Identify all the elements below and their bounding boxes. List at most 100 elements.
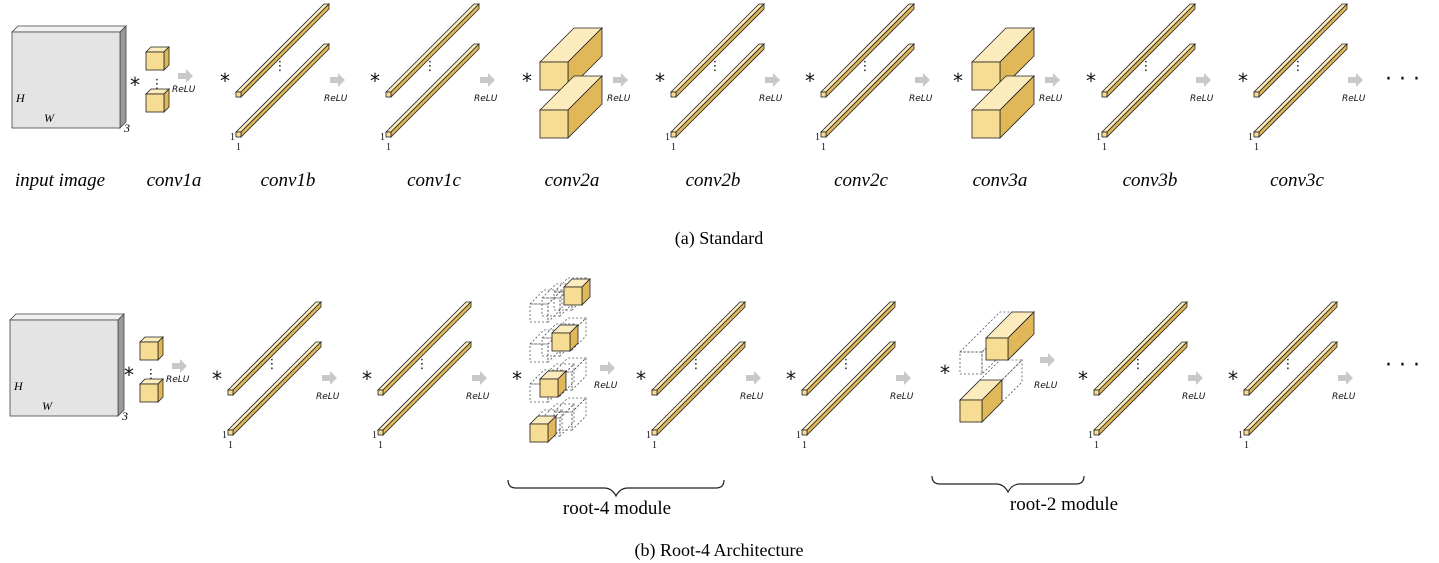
b-conv2b-filter-first-front: [651, 389, 658, 396]
a-conv3b-conv-symbol: *: [1086, 69, 1096, 93]
b-root4-group-3-filter-front: [539, 378, 559, 398]
a-conv3c-filter-dots: ⋮: [1292, 59, 1305, 74]
a-conv3a-filter-last-front: [971, 109, 1001, 139]
a-conv3b-dim-1-bottom: 1: [1102, 142, 1107, 153]
b-conv3c-filter-dots: ⋮: [1282, 357, 1295, 372]
b-conv3b-dim-1-bottom: 1: [1094, 440, 1099, 451]
b-conv1c-filter-first-top: [377, 301, 472, 391]
a-conv2c-filter-last-front: [820, 131, 827, 138]
b-conv3c-relu-label: ReLU: [1332, 392, 1356, 402]
a-conv2b-dim-1-bottom: 1: [671, 142, 676, 153]
b-conv3c-filter-last: [1243, 341, 1338, 436]
b-conv1c-dim-1-bottom: 1: [378, 440, 383, 451]
b-conv2b-dim-1-bottom: 1: [652, 440, 657, 451]
a-conv3b-filter-last: [1101, 43, 1196, 138]
a-conv3b-filter-last-side: [1106, 43, 1196, 138]
b-root4-group-1-dashed-a: [529, 289, 563, 323]
b-conv2b-filter-dots: ⋮: [690, 357, 703, 372]
b-root4-group-4-dashed-c-top: [553, 397, 587, 413]
b-root4-group-3-dashed-b-top: [541, 363, 575, 379]
b-root4-group-1-dashed-a-top: [529, 289, 563, 305]
b-conv2c-relu-arrow: [896, 371, 911, 385]
b-conv1b-relu-label: ReLU: [316, 392, 340, 402]
a-conv1b-dim-1-bottom: 1: [236, 142, 241, 153]
b-conv2c-filter-first-front: [801, 389, 808, 396]
root-2-module-brace: [931, 475, 1085, 494]
a-conv3b-relu-label: ReLU: [1190, 94, 1214, 104]
b-input-image-channel-label: 3: [121, 409, 128, 423]
a-conv1b-filter-last-front: [235, 131, 242, 138]
a-conv2b-filter-dots: ⋮: [709, 59, 722, 74]
b-conv3c-filter-first-front: [1243, 389, 1250, 396]
b-conv1c-filter-last-front: [377, 429, 384, 436]
b-conv1b-filter-first-front: [227, 389, 234, 396]
a-conv1b-conv-symbol: *: [220, 69, 230, 93]
a-conv1c-filter-first-front: [385, 91, 392, 98]
b-conv1a-relu-arrow: [172, 359, 187, 373]
a-conv1b-dim-1-left: 1: [230, 132, 235, 143]
a-conv2c-filter-first-front: [820, 91, 827, 98]
a-conv2b-filter-last: [670, 43, 765, 138]
b-root4-group-4-filter-front: [529, 423, 549, 443]
b-root4-conv-symbol: *: [512, 367, 522, 391]
b-root4-group-2-filter: [551, 324, 579, 352]
b-root4-group-2-dashed-b-top: [541, 323, 575, 339]
layer-label-conv2b: conv2b: [686, 170, 741, 191]
a-conv3a-conv-symbol: *: [953, 69, 963, 93]
b-root2-relu-arrow: [1040, 353, 1055, 367]
a-conv1b-filter-first-front: [235, 91, 242, 98]
b-conv3b-filter-last-side: [1098, 341, 1188, 436]
b-root4-group-1-dashed-a-side: [547, 289, 563, 323]
a-conv2a-filter-first: [539, 27, 603, 91]
a-conv2a-relu-label: ReLU: [607, 94, 631, 104]
a-conv3c-filter-first-top: [1253, 3, 1348, 93]
a-conv1a-filter-first: [145, 46, 170, 71]
b-root4-group-1-dashed-c-top: [553, 277, 587, 293]
b-conv1b-filter-first: [227, 301, 322, 396]
a-conv3b-relu-arrow: [1196, 73, 1211, 87]
b-root4-group-1-dashed-b-front: [541, 297, 561, 317]
b-root2-group-2-filter: [959, 379, 1003, 423]
a-conv1b-filter-last-side: [240, 43, 330, 138]
a-conv2c-filter-dots: ⋮: [859, 59, 872, 74]
b-root2-conv-symbol: *: [940, 361, 950, 385]
a-input-image-height-label: H: [15, 91, 26, 105]
layer-label-conv3b: conv3b: [1123, 170, 1178, 191]
a-conv2c-dim-1-left: 1: [815, 132, 820, 143]
b-conv1a-filter-first: [139, 336, 164, 361]
b-conv3c-filter-first: [1243, 301, 1338, 396]
a-conv1b-filter-last: [235, 43, 330, 138]
standard-architecture-row: HW3*⋮ReLU*⋮11ReLU*⋮11ReLU*⋮ReLU*⋮11ReLU*…: [11, 3, 1420, 153]
b-conv2c-filter-last-front: [801, 429, 808, 436]
b-conv2c-filter-first: [801, 301, 896, 396]
a-conv3a-relu-label: ReLU: [1039, 94, 1063, 104]
a-conv3b-filter-first: [1101, 3, 1196, 98]
b-conv1c-filter-last-side: [382, 341, 472, 436]
b-conv3c-dim-1-left: 1: [1238, 430, 1243, 441]
a-conv1c-filter-first-top: [385, 3, 480, 93]
a-conv2c-conv-symbol: *: [805, 69, 815, 93]
layer-label-input-image: input image: [15, 170, 105, 191]
b-root4-group-2-filter-front: [551, 332, 571, 352]
b-conv1b-relu-arrow: [322, 371, 337, 385]
a-conv3c-filter-first-front: [1253, 91, 1260, 98]
b-input-image-front: [9, 319, 119, 417]
a-conv1b-relu-arrow: [330, 73, 345, 87]
b-conv3b-dim-1-left: 1: [1088, 430, 1093, 441]
a-conv2b-relu-arrow: [765, 73, 780, 87]
layer-label-conv3a: conv3a: [973, 170, 1028, 191]
caption-root-architecture: (b) Root-4 Architecture: [635, 540, 804, 561]
b-conv3c-relu-arrow: [1338, 371, 1353, 385]
a-conv1a-conv-symbol: *: [130, 73, 140, 97]
b-conv2c-relu-label: ReLU: [890, 392, 914, 402]
b-root4-group-4-dashed-c: [553, 397, 587, 431]
layer-label-conv3c: conv3c: [1270, 170, 1324, 191]
b-conv3b-filter-first-front: [1093, 389, 1100, 396]
a-conv1c-relu-arrow: [480, 73, 495, 87]
layer-label-conv1a: conv1a: [147, 170, 202, 191]
b-root4-group-1-dashed-a-front: [529, 303, 549, 323]
b-conv2b-conv-symbol: *: [636, 367, 646, 391]
b-conv3b-filter-first-top: [1093, 301, 1188, 391]
b-input-image-height-label: H: [13, 379, 24, 393]
